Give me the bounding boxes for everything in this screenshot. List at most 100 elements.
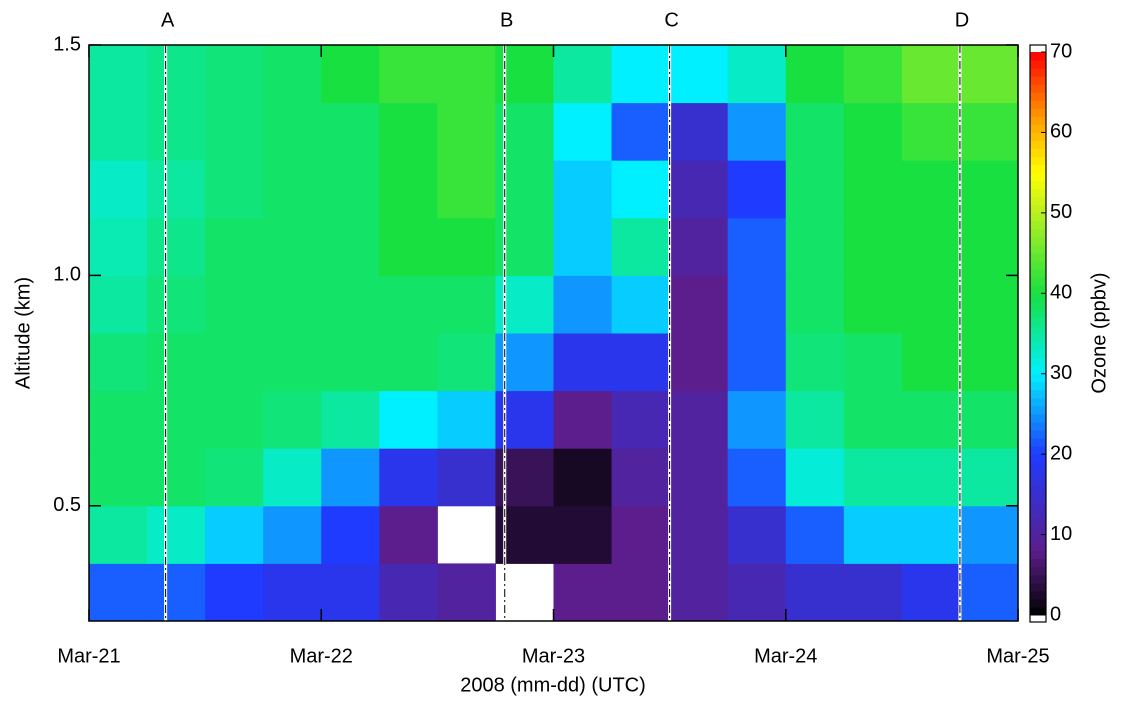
heatmap-cell <box>147 160 206 218</box>
x-tick-label: Mar-25 <box>986 645 1049 667</box>
event-label: A <box>161 9 175 31</box>
heatmap-cell <box>379 333 438 391</box>
heatmap-cell <box>263 218 322 276</box>
heatmap-cell <box>147 448 206 506</box>
heatmap-cell <box>321 45 380 103</box>
heatmap-cell <box>728 391 787 449</box>
colorbar-band <box>1030 535 1046 544</box>
colorbar-band <box>1030 510 1046 519</box>
heatmap-cell <box>960 333 1019 391</box>
heatmap-cell <box>437 448 496 506</box>
heatmap-cell <box>263 506 322 564</box>
colorbar-band <box>1030 494 1046 503</box>
x-tick-label: Mar-24 <box>754 645 817 667</box>
heatmap-cell <box>960 103 1019 161</box>
heatmap-cell <box>670 391 729 449</box>
heatmap-cell <box>263 333 322 391</box>
heatmap-cell <box>554 506 613 564</box>
heatmap-cell <box>612 333 671 391</box>
heatmap-cell <box>844 160 903 218</box>
colorbar-tick-label: 70 <box>1050 40 1072 62</box>
y-tick-label: 0.5 <box>53 494 81 516</box>
colorbar-band <box>1030 334 1046 343</box>
colorbar-band <box>1030 213 1046 222</box>
heatmap-cell <box>902 45 961 103</box>
colorbar-band <box>1030 165 1046 174</box>
colorbar-band <box>1030 140 1046 149</box>
heatmap-cell <box>263 448 322 506</box>
heatmap-cell <box>89 563 148 621</box>
colorbar-band <box>1030 261 1046 270</box>
colorbar-band <box>1030 181 1046 190</box>
colorbar-band <box>1030 446 1046 455</box>
heatmap-cell <box>263 160 322 218</box>
heatmap-cell <box>844 506 903 564</box>
heatmap-cell <box>728 160 787 218</box>
colorbar-band <box>1030 173 1046 182</box>
heatmap-cell <box>728 333 787 391</box>
heatmap-cell <box>437 563 496 621</box>
heatmap-cell <box>205 160 264 218</box>
heatmap-cell <box>612 275 671 333</box>
colorbar-band <box>1030 607 1046 616</box>
heatmap-cell <box>321 506 380 564</box>
heatmap-cell <box>728 275 787 333</box>
heatmap-cell <box>786 275 845 333</box>
heatmap-cell <box>379 103 438 161</box>
heatmap-cell <box>612 218 671 276</box>
heatmap-cell <box>844 275 903 333</box>
colorbar-band <box>1030 317 1046 326</box>
heatmap-cell <box>554 275 613 333</box>
heatmap-cell <box>786 391 845 449</box>
colorbar-band <box>1030 285 1046 294</box>
heatmap-cell <box>205 506 264 564</box>
heatmap-cell <box>147 218 206 276</box>
heatmap-cell <box>786 448 845 506</box>
heatmap-cell <box>147 333 206 391</box>
heatmap-cell <box>437 333 496 391</box>
colorbar-band <box>1030 462 1046 471</box>
heatmap-cell <box>263 103 322 161</box>
heatmap-cell <box>321 218 380 276</box>
heatmap-cell <box>612 103 671 161</box>
colorbar-band <box>1030 84 1046 93</box>
heatmap-cell <box>147 45 206 103</box>
colorbar-band <box>1030 52 1046 61</box>
heatmap-cell <box>147 275 206 333</box>
heatmap-cell <box>321 333 380 391</box>
heatmap-cell <box>89 506 148 564</box>
colorbar-band <box>1030 301 1046 310</box>
colorbar-band <box>1030 390 1046 399</box>
heatmap-cell <box>786 103 845 161</box>
heatmap-cell <box>379 45 438 103</box>
colorbar-band <box>1030 350 1046 359</box>
heatmap-cell <box>612 391 671 449</box>
colorbar-tick-label: 10 <box>1050 523 1072 545</box>
colorbar-band <box>1030 567 1046 576</box>
heatmap-cell <box>437 103 496 161</box>
heatmap-cell <box>844 103 903 161</box>
heatmap-cell <box>902 160 961 218</box>
heatmap-cell <box>670 275 729 333</box>
colorbar-band <box>1030 430 1046 439</box>
heatmap-cell <box>728 448 787 506</box>
colorbar-band <box>1030 342 1046 351</box>
heatmap-cell <box>960 218 1019 276</box>
colorbar-band <box>1030 454 1046 463</box>
heatmap-cell <box>728 563 787 621</box>
colorbar-tick-label: 40 <box>1050 282 1072 304</box>
heatmap-cell <box>554 333 613 391</box>
heatmap-cell <box>321 563 380 621</box>
heatmap-cell <box>554 103 613 161</box>
colorbar-band <box>1030 100 1046 109</box>
colorbar-band <box>1030 76 1046 85</box>
colorbar-band <box>1030 149 1046 158</box>
heatmap-cell <box>612 448 671 506</box>
heatmap-cell <box>205 218 264 276</box>
heatmap-cell <box>902 506 961 564</box>
event-label: D <box>955 9 969 31</box>
heatmap-cell <box>670 103 729 161</box>
heatmap-cell <box>147 391 206 449</box>
heatmap-cell <box>960 506 1019 564</box>
y-tick-label: 1.0 <box>53 264 81 286</box>
